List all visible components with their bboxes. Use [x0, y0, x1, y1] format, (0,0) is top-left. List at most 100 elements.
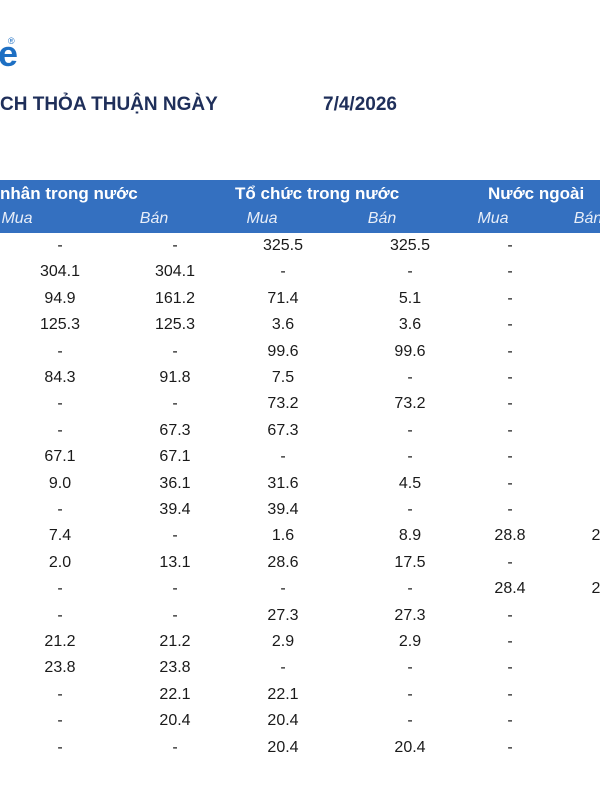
table-cell: -	[507, 712, 513, 730]
table-cell: -	[57, 395, 63, 413]
table-cell: 91.8	[159, 369, 191, 386]
logo: e	[0, 33, 19, 74]
table-cell: 73.2	[394, 395, 426, 413]
table-cell: -	[507, 237, 513, 254]
table-cell: -	[57, 685, 63, 703]
table-cell: -	[172, 606, 178, 624]
table-cell: -	[280, 448, 286, 466]
group-header: nhân trong nước	[0, 184, 138, 203]
table-cell: -	[507, 316, 513, 334]
table-cell: -	[172, 342, 178, 360]
table-cell: 2.9	[271, 633, 295, 650]
table-cell: 4.5	[398, 474, 422, 492]
header-band	[0, 180, 600, 233]
group-header: Tổ chức trong nước	[235, 184, 400, 203]
table-cell: 2	[591, 527, 600, 545]
table-cell: 28.4	[494, 580, 526, 598]
table-cell: 67.3	[267, 421, 299, 439]
table-cell: 7.4	[48, 527, 72, 545]
table-cell: -	[507, 421, 513, 439]
table-cell: -	[172, 738, 178, 756]
table-cell: 99.6	[394, 342, 426, 360]
table-cell: 31.6	[267, 474, 299, 492]
table-cell: -	[507, 369, 513, 386]
sub-header: Bán	[573, 210, 600, 227]
table-cell: 67.1	[44, 448, 76, 466]
table-cell: -	[507, 633, 513, 650]
table-cell: 13.1	[159, 553, 191, 571]
title: CH THỎA THUẬN NGÀY	[0, 94, 218, 115]
table-cell: -	[507, 553, 513, 571]
table-cell: 39.4	[267, 501, 299, 518]
table-cell: 21.2	[44, 633, 76, 650]
table-cell: -	[407, 263, 413, 281]
table-cell: 5.1	[398, 289, 422, 307]
table-cell: -	[172, 237, 178, 254]
table-cell: 20.4	[267, 712, 299, 730]
table-cell: 99.6	[267, 342, 299, 360]
table-cell: 71.4	[267, 289, 299, 307]
table-cell: 2.0	[48, 553, 72, 571]
table-cell: 94.9	[44, 289, 76, 307]
table-cell: -	[507, 395, 513, 413]
group-header: Nước ngoài	[488, 184, 585, 203]
table-cell: 125.3	[39, 316, 81, 334]
table-cell: -	[407, 369, 413, 386]
table-cell: -	[57, 501, 63, 518]
table-cell: -	[57, 237, 63, 254]
table-cell: -	[507, 501, 513, 518]
table-cell: 28.6	[267, 553, 299, 571]
table-cell: 20.4	[394, 738, 426, 756]
table-cell: 20.4	[267, 738, 299, 756]
sub-header: Mua	[477, 210, 509, 227]
table-cell: 84.3	[44, 369, 76, 386]
table-cell: -	[57, 342, 63, 360]
table-cell: -	[507, 263, 513, 281]
table-cell: 325.5	[389, 237, 431, 254]
table-cell: 1.6	[271, 527, 295, 545]
table-cell: 3.6	[271, 316, 295, 334]
table-cell: -	[507, 448, 513, 466]
table-cell: 39.4	[159, 501, 191, 518]
logo-mark: ®	[8, 36, 15, 46]
table-cell: -	[280, 263, 286, 281]
table-cell: 73.2	[267, 395, 299, 413]
table-cell: -	[57, 738, 63, 756]
table-cell: 27.3	[394, 606, 426, 624]
table-cell: 21.2	[159, 633, 191, 650]
table-cell: 8.9	[398, 527, 422, 545]
table-cell: -	[407, 580, 413, 598]
table-cell: 161.2	[154, 289, 196, 307]
table-cell: 22.1	[159, 685, 191, 703]
table-cell: 23.8	[159, 659, 191, 677]
table-cell: 67.3	[159, 421, 191, 439]
table-cell: 27.3	[267, 606, 299, 624]
table-cell: -	[280, 659, 286, 677]
table-cell: -	[507, 474, 513, 492]
table-cell: 2	[591, 580, 600, 598]
table-cell: -	[407, 685, 413, 703]
table-cell: -	[280, 580, 286, 598]
table-cell: 22.1	[267, 685, 299, 703]
table-cell: -	[172, 395, 178, 413]
table-cell: -	[172, 580, 178, 598]
table-cell: -	[407, 659, 413, 677]
sub-header: Bán	[367, 210, 397, 227]
table-cell: -	[172, 527, 178, 545]
table-cell: 36.1	[159, 474, 191, 492]
table-cell: -	[57, 606, 63, 624]
table-cell: -	[507, 289, 513, 307]
table-cell: -	[507, 342, 513, 360]
table-cell: 9.0	[48, 474, 72, 492]
table-cell: -	[507, 685, 513, 703]
table-cell: -	[57, 421, 63, 439]
table-cell: -	[407, 712, 413, 730]
table-cell: 20.4	[159, 712, 191, 730]
table-cell: 67.1	[159, 448, 191, 466]
table-cell: 304.1	[39, 263, 81, 281]
table-cell: 325.5	[262, 237, 304, 254]
table-cell: 3.6	[398, 316, 422, 334]
sub-header: Mua	[1, 210, 33, 227]
table-cell: -	[507, 606, 513, 624]
